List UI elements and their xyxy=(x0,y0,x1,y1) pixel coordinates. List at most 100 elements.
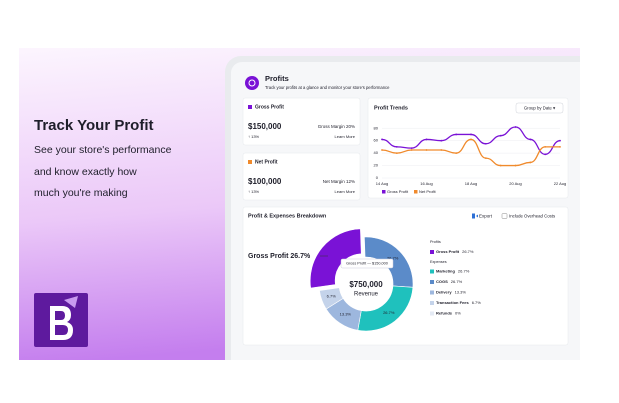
breakdown-title: Profit & Expenses Breakdown xyxy=(248,213,327,219)
trend-point xyxy=(440,149,443,151)
tooltip xyxy=(340,258,394,269)
total-label: Revenue xyxy=(354,292,379,298)
legend-value: 6.7% xyxy=(472,300,482,305)
segment-label: 26.7% xyxy=(387,255,399,260)
trend-point xyxy=(559,139,561,142)
trend-point xyxy=(470,133,472,136)
trend-point xyxy=(499,134,502,137)
legend-swatch xyxy=(430,250,434,254)
learn-more-link[interactable]: Learn More xyxy=(335,189,356,194)
overhead-checkbox[interactable] xyxy=(501,213,508,219)
trend-point xyxy=(529,138,532,141)
card-swatch xyxy=(248,105,252,109)
page-title: Profits xyxy=(265,74,289,83)
trend-point xyxy=(425,138,428,141)
trend-point xyxy=(410,149,413,151)
segment-label: 26.7% xyxy=(383,310,395,315)
app-logo xyxy=(34,293,88,347)
trend-point xyxy=(484,142,487,145)
legend-label: Gross Profit xyxy=(436,249,460,254)
y-tick-label: 20 xyxy=(374,163,379,168)
x-tick-label: 18 Aug xyxy=(465,181,477,186)
hero-title: Track Your Profit xyxy=(34,117,153,134)
legend-value: 0% xyxy=(455,311,461,316)
trends-title: Profit Trends xyxy=(374,105,408,111)
card xyxy=(242,152,361,201)
legend-value: 26.7% xyxy=(462,249,474,254)
export-button[interactable]: Export xyxy=(479,213,493,218)
segment-label: 6.7% xyxy=(327,294,337,299)
profits-icon-inner xyxy=(248,79,256,87)
trend-point xyxy=(425,149,428,151)
legend-heading: Expenses xyxy=(430,260,447,264)
trend-point xyxy=(395,152,398,155)
card-change: ↑ 13% xyxy=(248,134,260,139)
legend-value: 13.3% xyxy=(455,290,467,295)
trend-point xyxy=(381,149,383,151)
trend-point xyxy=(544,145,547,148)
trend-point xyxy=(514,126,517,128)
card-title: Gross Profit xyxy=(255,105,284,111)
learn-more-link[interactable]: Learn More xyxy=(335,134,356,139)
card xyxy=(242,97,361,146)
card-amount: $150,000 xyxy=(248,122,282,131)
legend-label: Gross Profit xyxy=(387,189,409,194)
trend-point xyxy=(440,139,443,142)
trend-point xyxy=(559,145,561,148)
trend-point xyxy=(470,138,472,141)
tooltip-text: Gross Profit — $150,000 xyxy=(346,262,388,266)
legend-swatch xyxy=(430,269,434,274)
y-tick-label: 0 xyxy=(376,175,379,180)
legend-label: Refunds xyxy=(436,311,453,316)
legend-swatch xyxy=(414,190,418,194)
y-tick-label: 60 xyxy=(374,138,379,143)
hero-line: See your store's performance xyxy=(34,144,172,156)
gross-profit-callout: Gross Profit 26.7% xyxy=(248,253,311,260)
card-margin: Gross Margin 20% xyxy=(318,124,355,129)
card xyxy=(367,97,569,199)
legend-value: 26.7% xyxy=(458,269,470,274)
x-tick-label: 16 Aug xyxy=(420,181,432,186)
x-tick-label: 20 Aug xyxy=(509,181,521,186)
card-title: Net Profit xyxy=(255,160,278,166)
group-by-label[interactable]: Group by Date ▾ xyxy=(524,105,555,110)
legend-label: Net Profit xyxy=(419,189,437,194)
donut-segment xyxy=(319,287,344,310)
trend-point xyxy=(455,152,458,155)
trend-point xyxy=(395,145,398,148)
legend-swatch xyxy=(430,290,434,295)
trend-point xyxy=(484,157,487,159)
legend-label: Delivery xyxy=(436,290,452,295)
legend-swatch xyxy=(430,280,434,284)
y-tick-label: 40 xyxy=(374,150,379,155)
trend-point xyxy=(544,153,547,156)
group-by-button[interactable] xyxy=(515,102,564,114)
legend-label: Marketing xyxy=(436,269,455,274)
legend-swatch xyxy=(430,301,434,305)
overhead-label[interactable]: Include Overhead Costs xyxy=(509,213,555,218)
trend-point xyxy=(514,164,517,167)
trend-point xyxy=(410,147,413,150)
donut-segment xyxy=(309,228,362,289)
trend-point xyxy=(499,164,502,167)
trend-point xyxy=(455,133,458,136)
card-swatch xyxy=(248,160,252,164)
card-margin: Net Margin 12% xyxy=(323,179,355,184)
segment-label: 13.3% xyxy=(340,312,352,317)
card-change: ↑ 13% xyxy=(248,189,260,194)
y-tick-label: 80 xyxy=(374,125,379,130)
card-amount: $100,000 xyxy=(248,177,282,186)
legend-value: 26.7% xyxy=(451,279,463,284)
x-tick-label: 14 Aug xyxy=(376,181,388,186)
export-icon[interactable] xyxy=(472,213,478,219)
legend-swatch xyxy=(382,190,386,194)
total-revenue: $750,000 xyxy=(349,280,383,289)
legend-label: COGS xyxy=(436,279,448,284)
hero-line: much you're making xyxy=(34,187,128,199)
trend-point xyxy=(529,161,532,164)
hero-line: and know exactly how xyxy=(34,166,137,178)
trend-point xyxy=(381,138,383,141)
legend-label: Transaction Fees xyxy=(436,300,469,305)
